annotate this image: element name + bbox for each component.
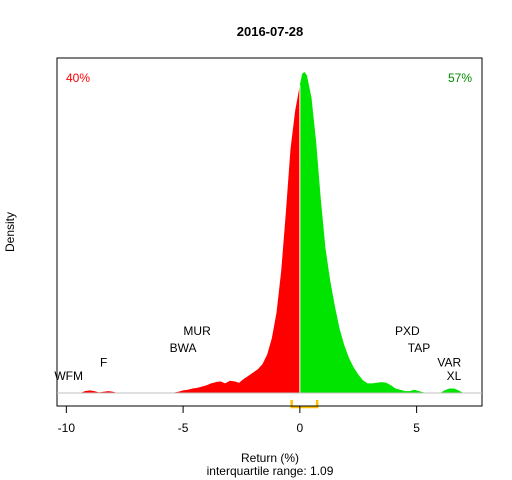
x-tick-label: 0	[297, 421, 304, 435]
positive-share-label: 57%	[448, 71, 472, 85]
negative-share-label: 40%	[66, 71, 90, 85]
plot-area	[57, 72, 482, 409]
chart-title: 2016-07-28	[237, 24, 304, 39]
x-tick-label: -5	[178, 421, 189, 435]
x-axis: -10 -5 0 5	[58, 405, 420, 435]
x-axis-title: Return (%)	[241, 451, 299, 465]
ticker-label: PXD	[395, 324, 420, 338]
y-axis-title: Density	[3, 212, 17, 252]
negative-density-area	[80, 84, 300, 394]
ticker-label: MUR	[183, 324, 211, 338]
x-tick-label: -10	[58, 421, 76, 435]
iqr-bracket	[290, 400, 319, 409]
positive-density-area	[299, 72, 464, 393]
ticker-label: VAR	[437, 356, 461, 370]
x-tick-label: 5	[413, 421, 420, 435]
ticker-label: XL	[447, 369, 462, 383]
ticker-label: WFM	[54, 369, 83, 383]
ticker-label: BWA	[170, 341, 197, 355]
ticker-label: TAP	[408, 341, 430, 355]
chart-subtitle: interquartile range: 1.09	[207, 464, 334, 478]
ticker-label: F	[100, 356, 107, 370]
